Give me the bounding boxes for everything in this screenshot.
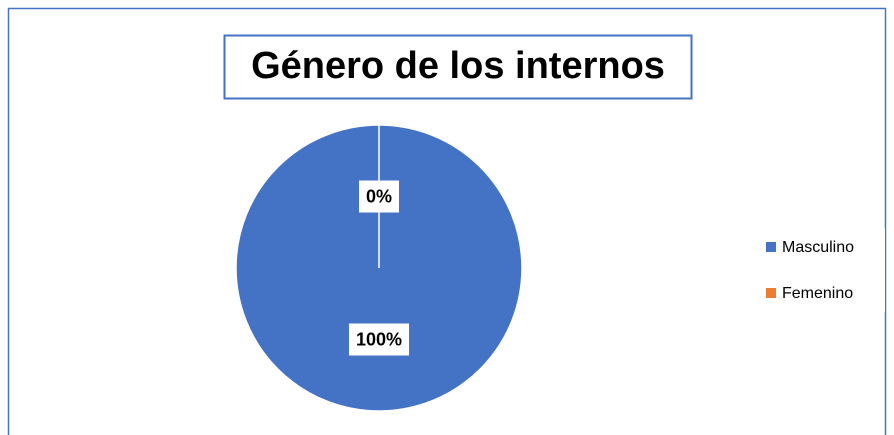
data-label: 100% (356, 329, 402, 349)
data-label: 0% (366, 186, 392, 206)
legend-swatch (766, 242, 776, 252)
legend-swatch (766, 288, 776, 298)
data-label-box (348, 323, 410, 356)
title-box (223, 34, 693, 100)
legend-label: Femenino (782, 285, 853, 302)
chart-title: Género de los internos (251, 45, 665, 87)
data-label-box (358, 180, 400, 213)
legend-label: Masculino (782, 239, 854, 256)
